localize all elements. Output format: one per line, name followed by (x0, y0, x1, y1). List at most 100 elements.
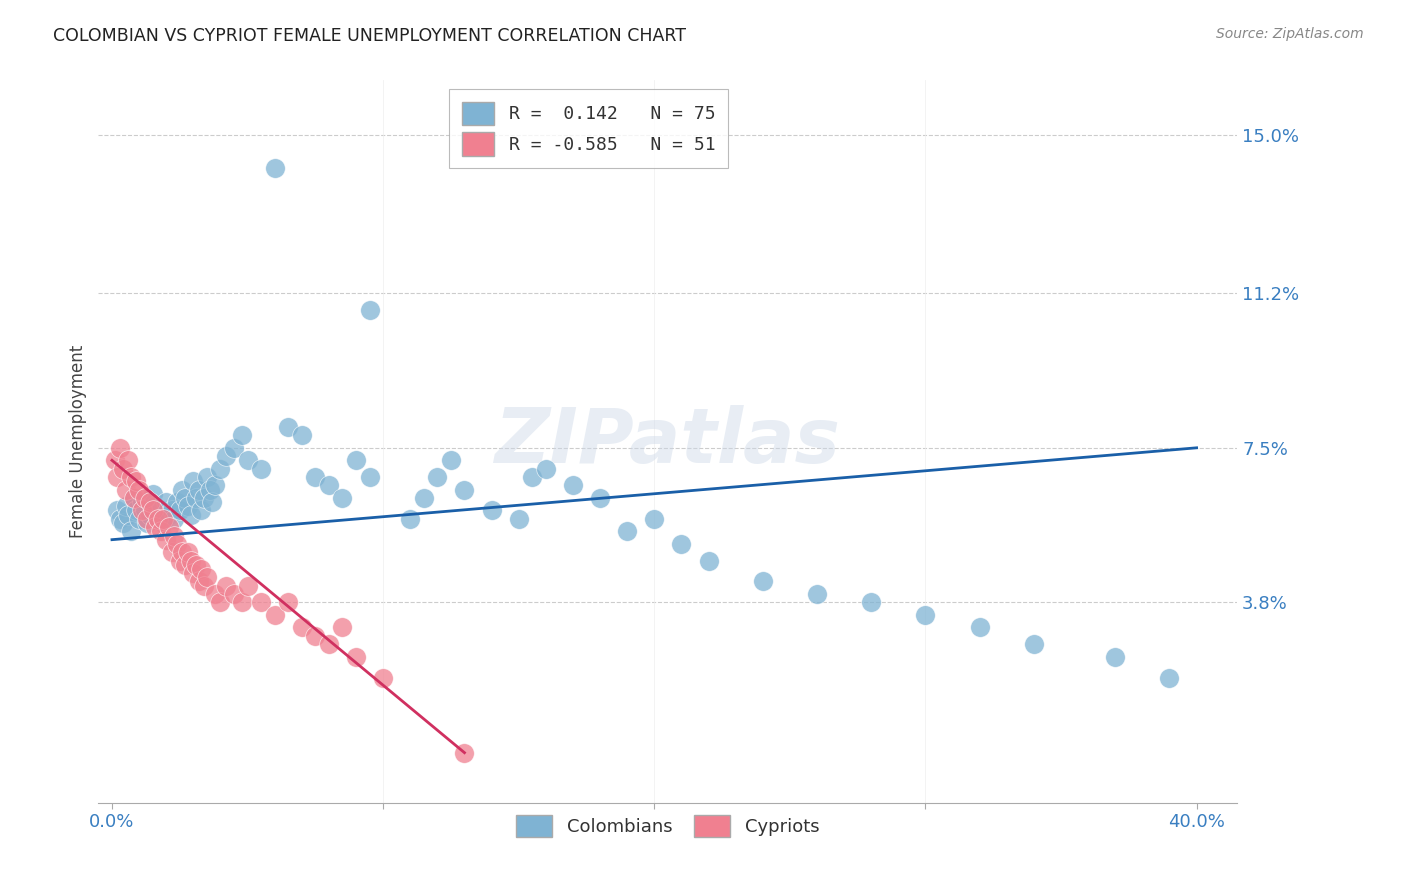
Point (190, 503, 212, 517)
Point (215, 449, 238, 463)
Point (231, 595, 253, 609)
Point (169, 503, 191, 517)
Point (1159, 671, 1181, 685)
Point (453, 746, 475, 760)
Point (155, 533, 177, 547)
Point (183, 474, 205, 488)
Point (440, 453, 463, 467)
Point (344, 453, 367, 467)
Point (117, 508, 139, 522)
Point (671, 537, 693, 551)
Point (250, 461, 273, 475)
Point (180, 508, 202, 522)
Point (160, 503, 183, 517)
Point (131, 495, 153, 509)
Point (198, 483, 221, 497)
Point (149, 524, 172, 539)
Point (291, 428, 314, 442)
Point (236, 453, 259, 467)
Point (107, 470, 129, 484)
Point (806, 587, 828, 601)
Point (120, 470, 142, 484)
Point (145, 520, 167, 534)
Point (277, 595, 299, 609)
Point (187, 483, 209, 497)
Point (195, 470, 218, 484)
Point (177, 545, 200, 559)
Point (304, 629, 326, 643)
Point (399, 512, 422, 526)
Y-axis label: Female Unemployment: Female Unemployment (69, 345, 87, 538)
Point (332, 620, 354, 634)
Point (174, 558, 197, 572)
Point (107, 503, 129, 517)
Point (209, 461, 232, 475)
Point (184, 491, 207, 505)
Point (131, 503, 153, 517)
Point (172, 483, 194, 497)
Point (146, 512, 169, 526)
Point (752, 574, 775, 589)
Point (222, 587, 245, 601)
Point (589, 491, 612, 505)
Point (332, 491, 354, 505)
Point (145, 500, 167, 514)
Point (481, 503, 503, 517)
Point (180, 553, 202, 567)
Point (136, 512, 159, 526)
Point (193, 579, 215, 593)
Point (117, 453, 139, 467)
Point (108, 512, 131, 526)
Point (969, 620, 991, 634)
Point (163, 528, 186, 542)
Point (860, 595, 883, 609)
Point (114, 483, 136, 497)
Point (177, 500, 200, 514)
Point (914, 607, 936, 622)
Point (120, 524, 142, 539)
Point (111, 516, 134, 530)
Point (134, 491, 156, 505)
Point (155, 495, 177, 509)
Point (193, 491, 215, 505)
Point (318, 478, 340, 492)
Point (146, 512, 169, 526)
Point (187, 574, 209, 589)
Point (160, 545, 183, 559)
Text: Source: ZipAtlas.com: Source: ZipAtlas.com (1216, 27, 1364, 41)
Point (157, 508, 180, 522)
Point (104, 453, 127, 467)
Point (204, 478, 226, 492)
Point (157, 520, 180, 534)
Point (231, 428, 253, 442)
Point (263, 161, 285, 175)
Point (562, 478, 585, 492)
Text: ZIPatlas: ZIPatlas (495, 405, 841, 478)
Point (169, 553, 191, 567)
Point (125, 503, 148, 517)
Point (277, 420, 299, 434)
Point (134, 503, 156, 517)
Point (172, 545, 194, 559)
Point (139, 495, 162, 509)
Point (190, 562, 212, 576)
Point (114, 500, 136, 514)
Point (344, 649, 367, 664)
Point (108, 441, 131, 455)
Point (184, 558, 207, 572)
Point (122, 491, 145, 505)
Point (697, 553, 720, 567)
Point (163, 512, 186, 526)
Point (453, 483, 475, 497)
Point (209, 595, 232, 609)
Point (359, 470, 381, 484)
Point (1022, 637, 1045, 651)
Point (250, 595, 273, 609)
Point (166, 537, 188, 551)
Point (263, 607, 285, 622)
Point (204, 587, 226, 601)
Point (174, 491, 197, 505)
Point (122, 491, 145, 505)
Point (201, 495, 224, 509)
Point (149, 503, 172, 517)
